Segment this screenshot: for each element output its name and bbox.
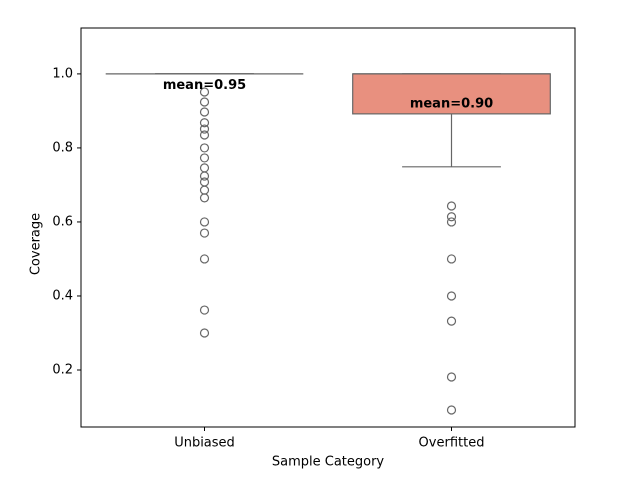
- outlier: [199, 87, 210, 97]
- mean-label: mean=0.95: [163, 78, 246, 93]
- outlier: [199, 143, 210, 153]
- outlier: [199, 153, 210, 163]
- outlier: [199, 107, 210, 117]
- box: [352, 73, 551, 115]
- outlier: [199, 118, 210, 128]
- outlier: [199, 171, 210, 181]
- outlier: [446, 372, 457, 382]
- outlier: [446, 291, 457, 301]
- y-tick-label: 0.8: [52, 140, 73, 155]
- y-tick-label: 1.0: [52, 66, 73, 81]
- x-axis-label: Sample Category: [272, 455, 385, 470]
- outlier: [199, 130, 210, 140]
- outlier: [199, 217, 210, 227]
- outlier: [199, 177, 210, 187]
- outlier: [199, 328, 210, 338]
- outlier: [199, 97, 210, 107]
- mean-label: mean=0.90: [410, 96, 493, 111]
- outlier: [199, 193, 210, 203]
- outlier: [199, 254, 210, 264]
- outlier: [446, 316, 457, 326]
- outlier: [446, 254, 457, 264]
- plot-frame: [80, 27, 576, 428]
- outlier: [446, 212, 457, 222]
- outlier: [446, 405, 457, 415]
- x-tick-label: Overfitted: [419, 436, 485, 451]
- outlier: [446, 201, 457, 211]
- y-tick-label: 0.4: [52, 288, 73, 303]
- outlier: [199, 305, 210, 315]
- outlier: [199, 163, 210, 173]
- outlier: [199, 185, 210, 195]
- outlier: [199, 124, 210, 134]
- outlier: [199, 228, 210, 238]
- y-tick-label: 0.6: [52, 214, 73, 229]
- x-tick-label: Unbiased: [174, 436, 235, 451]
- outlier: [446, 217, 457, 227]
- y-tick-label: 0.2: [52, 363, 73, 378]
- y-axis-label: Coverage: [29, 213, 44, 275]
